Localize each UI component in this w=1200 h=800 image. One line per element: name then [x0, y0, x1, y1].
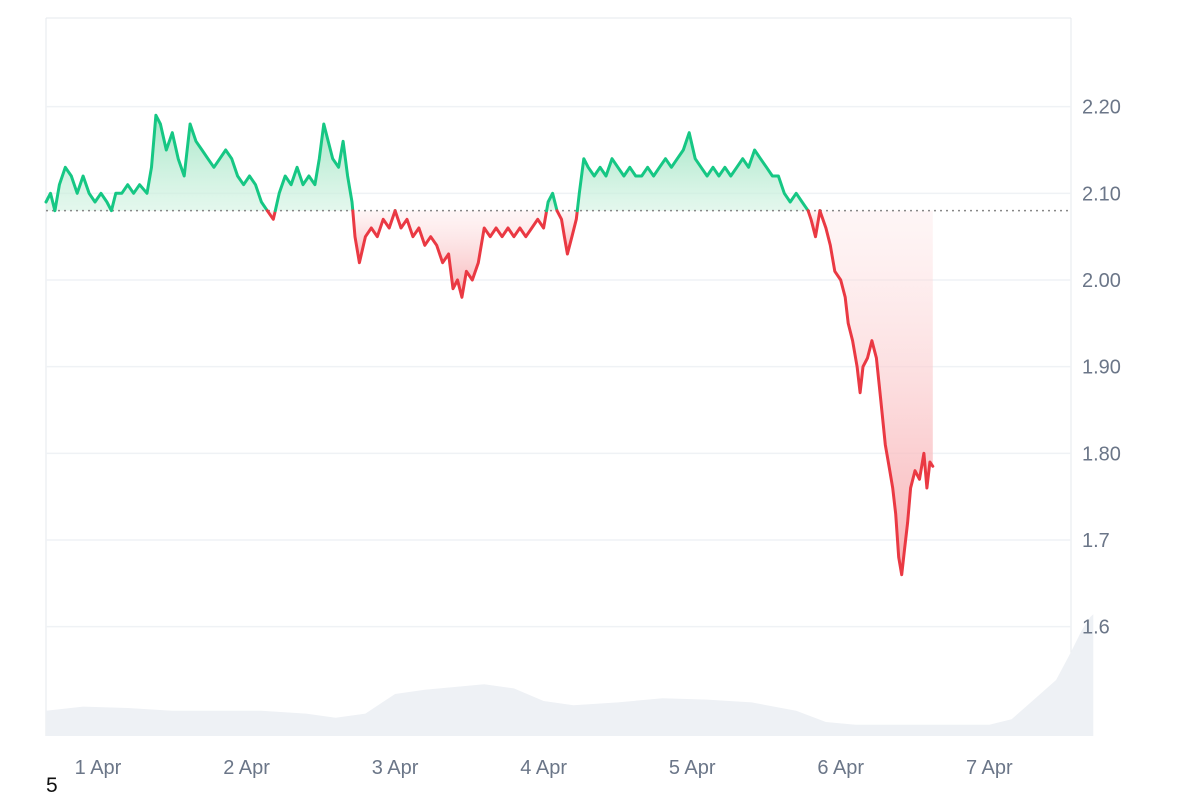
down-line-segment: [818, 209, 935, 577]
volume-shape: [46, 614, 1094, 736]
up-fill-area: [275, 124, 353, 211]
x-tick-label: 1 Apr: [75, 757, 122, 779]
up-line-segment: [575, 131, 810, 213]
down-fill-area: [819, 210, 933, 575]
price-line: [44, 113, 935, 577]
up-line-segment: [273, 122, 355, 213]
footnote-label: 5: [46, 774, 58, 797]
y-tick-label: 1.80: [1082, 443, 1121, 465]
up-line-segment: [545, 191, 559, 213]
x-tick-label: 7 Apr: [966, 757, 1013, 779]
down-line-segment: [393, 209, 549, 299]
x-axis: 1 Apr 2 Apr 3 Apr 4 Apr 5 Apr 6 Apr 7 Apr: [75, 757, 1013, 779]
down-line-segment: [806, 209, 822, 239]
x-tick-label: 2 Apr: [223, 757, 270, 779]
up-line-segment: [44, 113, 269, 213]
down-line-segment: [351, 209, 397, 265]
y-tick-label: 1.6: [1082, 617, 1110, 639]
volume-area: [46, 614, 1094, 736]
plot-frame: [45, 17, 1072, 736]
down-fill-area: [352, 210, 396, 263]
y-tick-label: 2.10: [1082, 183, 1121, 205]
x-tick-label: 6 Apr: [817, 757, 864, 779]
up-fill-area: [46, 115, 268, 211]
y-axis: 2.20 2.10 2.00 1.90 1.80 1.7 1.6: [1082, 97, 1121, 639]
y-tick-label: 1.7: [1082, 530, 1110, 552]
y-tick-label: 1.90: [1082, 357, 1121, 379]
down-fill-area: [395, 210, 547, 298]
down-line-segment: [555, 209, 579, 256]
x-tick-label: 4 Apr: [520, 757, 567, 779]
x-tick-label: 3 Apr: [372, 757, 419, 779]
down-line-segment: [265, 209, 277, 221]
price-fill: [46, 115, 933, 575]
up-fill-area: [577, 132, 809, 211]
y-tick-label: 2.00: [1082, 270, 1121, 292]
x-tick-label: 5 Apr: [669, 757, 716, 779]
y-tick-label: 2.20: [1082, 97, 1121, 119]
